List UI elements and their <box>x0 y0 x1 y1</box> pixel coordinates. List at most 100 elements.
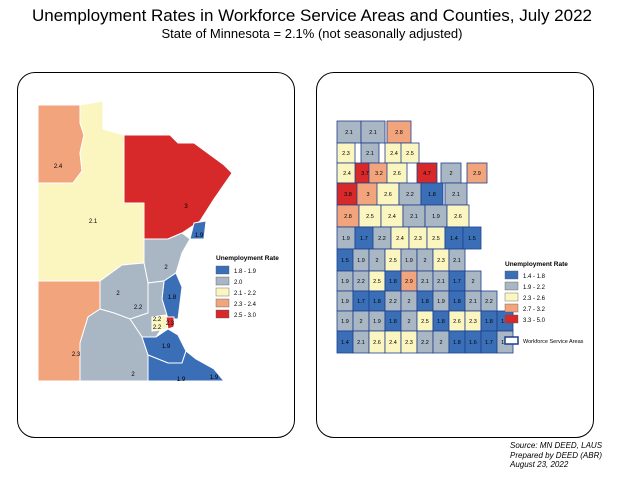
wsa-labels: 2.4 2.1 3 1.9 2 2 1.8 2.2 2.2 2.2 2.3 1.… <box>54 164 219 383</box>
county-label: 2.1 <box>452 192 460 198</box>
county-label: 1.8 <box>437 319 445 325</box>
county-label: 2 <box>439 340 442 346</box>
area-label: 3 <box>184 204 188 210</box>
county-label: 2 <box>407 319 410 325</box>
county-label: 2.1 <box>345 130 353 136</box>
county-label: 1.9 <box>342 236 350 242</box>
area-label: 1.9 <box>177 377 186 383</box>
county-label: 2.2 <box>421 340 429 346</box>
source-note: Source: MN DEED, LAUS Prepared by DEED (… <box>510 441 602 470</box>
area-label: 2.2 <box>134 305 143 311</box>
wsa-region <box>79 308 149 382</box>
legend-label: 2.3 - 2.4 <box>234 302 257 308</box>
legend-swatch <box>215 309 230 319</box>
county-label: 2 <box>449 171 452 177</box>
county-label: 1.9 <box>357 258 365 264</box>
legend-label: 2.0 <box>234 280 243 286</box>
county-label: 3.8 <box>344 192 352 198</box>
county-label: 2 <box>375 258 378 264</box>
county-label: 2.5 <box>406 151 414 157</box>
county-label: 1.8 <box>389 319 397 325</box>
area-label: 2 <box>116 291 120 297</box>
legend-swatch <box>215 265 230 275</box>
area-label: 1.9 <box>195 233 204 239</box>
county-label: 2.1 <box>453 258 461 264</box>
wsa-region <box>165 316 175 330</box>
county-label: 1.7 <box>357 299 365 305</box>
wsa-region <box>143 232 191 284</box>
county-label: 2.2 <box>485 299 493 305</box>
county-cell <box>400 142 420 164</box>
wsa-region <box>189 220 207 240</box>
county-label: 2.6 <box>454 214 462 220</box>
county-label: 2 <box>423 258 426 264</box>
legend-label-boundary: Workforce Service Areas <box>523 339 584 345</box>
area-label: 2.4 <box>54 164 63 170</box>
area-label: 2.2 <box>153 317 162 323</box>
map-title: Unemployment Rates in Workforce Service … <box>31 6 592 25</box>
county-label: 2.3 <box>437 258 445 264</box>
county-label: 3.7 <box>361 171 369 177</box>
county-label: 2.4 <box>388 214 396 220</box>
legend-swatch <box>215 287 230 297</box>
county-label: 1.8 <box>453 299 461 305</box>
county-label: 1.7 <box>360 236 368 242</box>
county-label: 2.2 <box>406 192 414 198</box>
area-label: 2.3 <box>72 352 81 358</box>
source-line: August 23, 2022 <box>510 460 569 469</box>
county-map-panel: 2.1 2.1 2.8 2.3 2.1 2.4 2.5 2.4 3.7 3.2 2.6 4.7 2 2.9… <box>316 72 594 438</box>
area-label: 1.9 <box>210 375 219 381</box>
county-label: 2.1 <box>437 279 445 285</box>
legend-label: 2.1 - 2.2 <box>234 291 257 297</box>
wsa-map-panel: 2.4 2.1 3 1.9 2 2 1.8 2.2 2.2 2.2 2.3 1.… <box>17 72 295 438</box>
county-label: 2.5 <box>421 319 429 325</box>
county-label: 2.1 <box>366 151 374 157</box>
legend-swatch <box>504 292 519 302</box>
legend: Unemployment Rate 1.8 - 1.9 2.0 2.1 - 2.2 2… <box>215 255 279 319</box>
county-label: 2.2 <box>389 299 397 305</box>
wsa-region <box>147 350 226 382</box>
county-label: 1.5 <box>341 258 349 264</box>
county-label: 2.3 <box>414 236 422 242</box>
map-subtitle: State of Minnesota = 2.1% (not seasonall… <box>161 26 463 41</box>
wsa-region <box>123 134 233 240</box>
county-label: 2.9 <box>405 279 413 285</box>
county-label: 1.9 <box>341 279 349 285</box>
legend-swatch <box>215 276 230 286</box>
county-label: 2.5 <box>432 236 440 242</box>
county-label: 4.7 <box>423 171 431 177</box>
county-label: 2.5 <box>366 214 374 220</box>
legend-label: 1.8 - 1.9 <box>234 269 257 275</box>
county-label: 1.5 <box>468 236 476 242</box>
legend-title: Unemployment Rate <box>216 255 279 262</box>
wsa-region <box>37 104 85 184</box>
legend-label: 3.3 - 5.0 <box>523 318 546 324</box>
county-cell <box>462 226 482 250</box>
county-label: 1.8 <box>428 192 436 198</box>
county-label: 1.9 <box>341 319 349 325</box>
county-label: 2.6 <box>393 171 401 177</box>
area-label: 2 <box>164 265 168 271</box>
county-label: 1.9 <box>373 319 381 325</box>
county-label: 1.9 <box>341 299 349 305</box>
area-label: 2.1 <box>89 219 98 225</box>
county-label: 2.1 <box>469 299 477 305</box>
wsa-map: 2.4 2.1 3 1.9 2 2 1.8 2.2 2.2 2.2 2.3 1.… <box>37 100 279 383</box>
county-label: 2 <box>407 299 410 305</box>
area-label: 2 <box>131 372 135 378</box>
county-label: 2.2 <box>378 236 386 242</box>
county-label: 1.9 <box>405 258 413 264</box>
county-label: 1.7 <box>485 340 493 346</box>
area-label: 2.2 <box>153 325 162 331</box>
county-label: 2.8 <box>344 214 352 220</box>
county-label: 1.8 <box>453 340 461 346</box>
legend-swatch <box>504 281 519 291</box>
county-label: 3 <box>366 192 369 198</box>
county-label: 2.9 <box>473 171 481 177</box>
area-label: 1.8 <box>168 295 177 301</box>
county-label: 1.4 <box>341 340 349 346</box>
legend-swatch <box>504 314 519 324</box>
county-cell <box>466 162 488 184</box>
county-label: 1.7 <box>453 279 461 285</box>
county-label: 2.6 <box>453 319 461 325</box>
